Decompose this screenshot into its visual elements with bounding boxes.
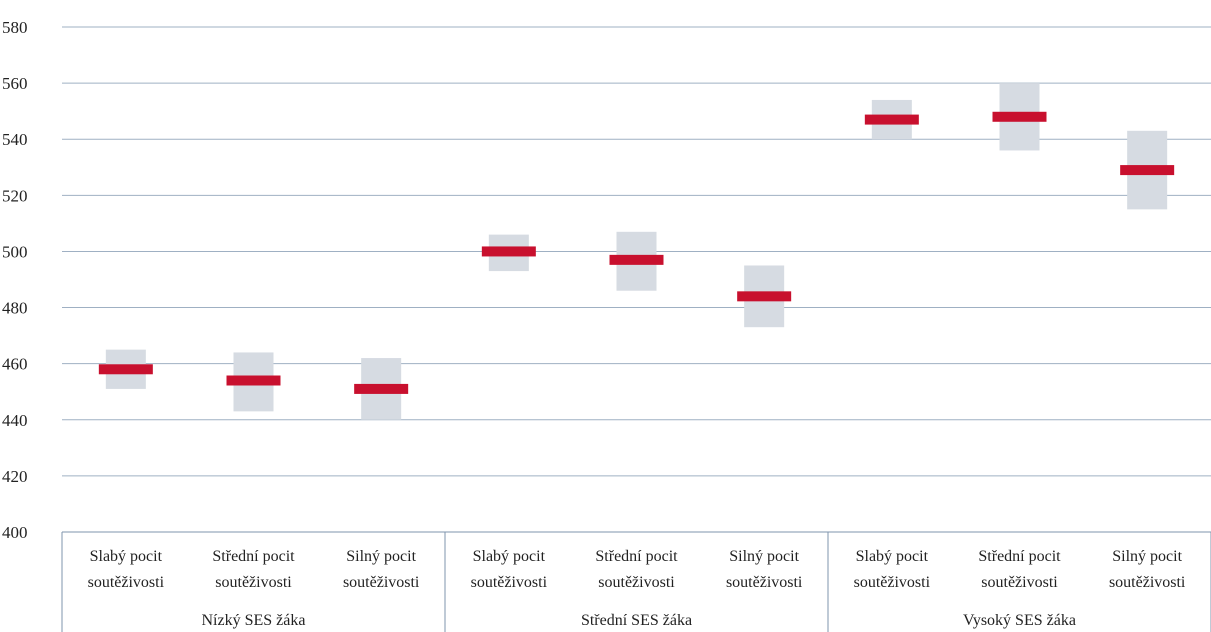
category-label-line2: soutěživosti <box>726 574 803 591</box>
mean-marker <box>98 364 153 375</box>
y-tick-label: 500 <box>2 242 28 261</box>
category-label-line1: Slabý pocit <box>473 548 546 565</box>
mean-marker <box>226 375 281 386</box>
category-label-line1: Střední pocit <box>212 548 295 565</box>
group-label: Vysoký SES žáka <box>963 612 1076 629</box>
y-tick-label: 400 <box>2 523 28 542</box>
category-label-line2: soutěživosti <box>471 574 548 591</box>
y-tick-label: 460 <box>2 355 28 374</box>
category-label-line1: Silný pocit <box>346 548 416 565</box>
category-label-line2: soutěživosti <box>981 574 1058 591</box>
group-label: Střední SES žáka <box>581 612 692 629</box>
mean-marker <box>864 114 919 125</box>
category-label-line1: Slabý pocit <box>856 548 929 565</box>
category-label-line1: Silný pocit <box>1112 548 1182 565</box>
category-label-line1: Slabý pocit <box>90 548 163 565</box>
y-tick-label: 420 <box>2 467 28 486</box>
y-tick-label: 520 <box>2 186 28 205</box>
mean-marker <box>992 111 1047 122</box>
y-tick-label: 440 <box>2 411 28 430</box>
mean-marker <box>737 291 792 302</box>
x-axis: Slabý pocit soutěživosti Střední pocit sout… <box>61 531 1211 632</box>
mean-marker <box>354 383 409 394</box>
category-label-line2: soutěživosti <box>343 574 420 591</box>
category-label-line2: soutěživosti <box>88 574 165 591</box>
mean-markers <box>98 111 1175 394</box>
category-label-line1: Silný pocit <box>729 548 799 565</box>
category-label-line2: soutěživosti <box>854 574 931 591</box>
y-tick-label: 540 <box>2 130 28 149</box>
mean-marker <box>1120 165 1175 176</box>
y-axis-tick-labels: 400 420 440 460 480 500 520 540 560 580 <box>2 18 28 542</box>
mean-marker <box>609 254 664 265</box>
category-label-line1: Střední pocit <box>595 548 678 565</box>
category-label-line2: soutěživosti <box>215 574 292 591</box>
category-label-line1: Střední pocit <box>978 548 1061 565</box>
y-tick-label: 580 <box>2 18 28 37</box>
mean-marker <box>481 246 536 257</box>
y-tick-label: 480 <box>2 299 28 318</box>
group-label: Nízký SES žáka <box>202 612 306 629</box>
category-label-line2: soutěživosti <box>1109 574 1186 591</box>
y-tick-label: 560 <box>2 74 28 93</box>
category-label-line2: soutěživosti <box>598 574 675 591</box>
